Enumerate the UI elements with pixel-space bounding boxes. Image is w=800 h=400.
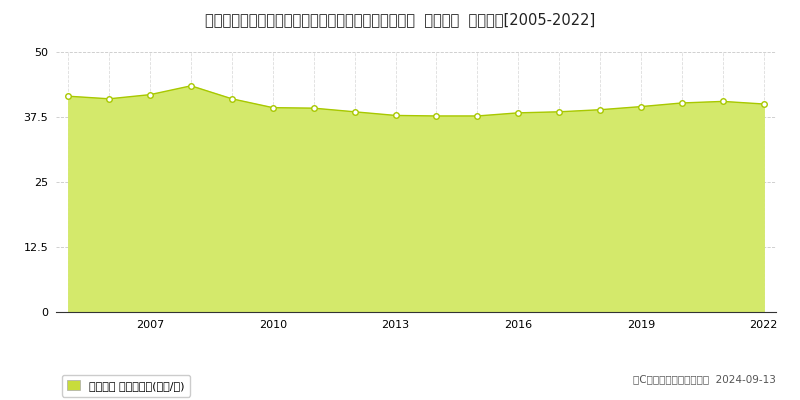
Text: （C）土地価格ドットコム  2024-09-13: （C）土地価格ドットコム 2024-09-13 (633, 374, 776, 384)
Legend: 地価公示 平均坪単価(万円/坪): 地価公示 平均坪単価(万円/坪) (62, 375, 190, 397)
Text: 東京都西多摩郡瑞穂町大字箱根ケ崎字狭山２９５番４  地価公示  地価推移[2005-2022]: 東京都西多摩郡瑞穂町大字箱根ケ崎字狭山２９５番４ 地価公示 地価推移[2005-… (205, 12, 595, 27)
